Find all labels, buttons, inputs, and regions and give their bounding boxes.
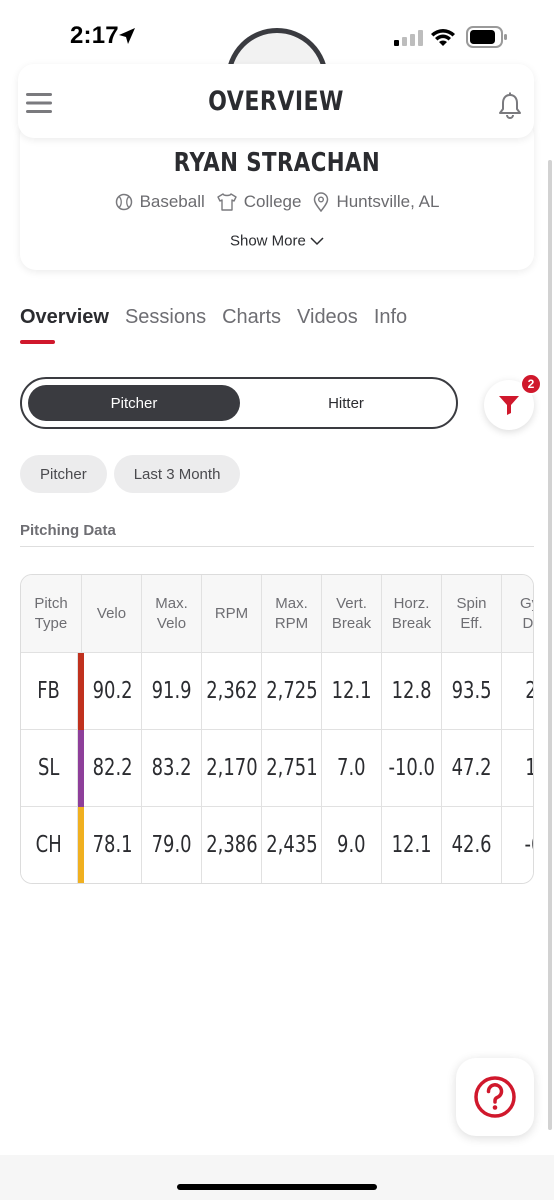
header-pitch-type: Pitch Type	[21, 575, 82, 653]
profile-card: RYAN STRACHAN Baseball College Huntsvill…	[20, 120, 534, 270]
header-spin-eff: Spin Eff.	[442, 575, 502, 653]
location-label: Huntsville, AL	[336, 192, 440, 211]
map-pin-icon	[314, 192, 329, 212]
max-rpm-cell: 2,725	[262, 653, 322, 730]
tab-overview[interactable]: Overview	[20, 306, 109, 328]
max-velo-cell: 79.0	[142, 807, 202, 883]
role-toggle: Pitcher Hitter	[20, 377, 458, 429]
filter-chip-role[interactable]: Pitcher	[20, 455, 107, 493]
pitch-color-bar	[78, 730, 84, 807]
pitch-type-cell: CH	[21, 807, 78, 883]
velo-cell: 90.2	[84, 653, 142, 730]
location-arrow-icon	[119, 28, 135, 44]
baseball-icon	[115, 193, 132, 211]
bottom-bar	[0, 1155, 554, 1200]
max-rpm-cell: 2,751	[262, 730, 322, 807]
status-time: 2:17	[70, 22, 119, 49]
help-button[interactable]	[456, 1058, 534, 1136]
jersey-icon	[217, 193, 237, 211]
pitch-color-bar	[78, 653, 84, 730]
velo-cell: 78.1	[84, 807, 142, 883]
header-max-velo: Max. Velo	[142, 575, 202, 653]
filter-chip-period[interactable]: Last 3 Month	[113, 455, 241, 493]
table-row: SL 82.2 83.2 2,170 2,751 7.0 -10.0 47.2 …	[21, 730, 533, 807]
tab-info[interactable]: Info	[373, 306, 408, 328]
tab-sessions[interactable]: Sessions	[124, 306, 207, 328]
section-title: Pitching Data	[20, 522, 116, 539]
level-label: College	[243, 192, 302, 211]
pitcher-toggle-button[interactable]: Pitcher	[28, 385, 240, 421]
table-row: FB 90.2 91.9 2,362 2,725 12.1 12.8 93.5 …	[21, 653, 533, 730]
cellular-signal-icon	[394, 30, 423, 46]
spin-eff-cell: 42.6	[442, 807, 502, 883]
header-velo: Velo	[82, 575, 142, 653]
header-max-rpm: Max. RPM	[262, 575, 322, 653]
status-bar: 2:17	[0, 0, 554, 70]
rpm-cell: 2,170	[202, 730, 262, 807]
velo-cell: 82.2	[84, 730, 142, 807]
active-filters: Pitcher Last 3 Month	[20, 455, 241, 493]
filter-icon	[499, 396, 519, 415]
chevron-down-icon	[310, 237, 324, 246]
header-vert-break: Vert. Break	[322, 575, 382, 653]
hamburger-menu-icon[interactable]	[26, 92, 52, 114]
gyro-deg-cell: 14	[502, 730, 533, 807]
tab-charts[interactable]: Charts	[222, 306, 282, 328]
question-mark-icon	[474, 1076, 516, 1118]
bell-icon[interactable]	[498, 92, 522, 120]
sport-label: Baseball	[139, 192, 205, 211]
profile-meta: Baseball College Huntsville, AL	[20, 192, 534, 212]
gyro-deg-cell: -6	[502, 807, 533, 883]
pitch-type-cell: SL	[21, 730, 78, 807]
pitching-data-table[interactable]: Pitch Type Velo Max. Velo RPM Max. RPM V…	[20, 574, 534, 884]
home-indicator[interactable]	[177, 1184, 377, 1190]
table-header-row: Pitch Type Velo Max. Velo RPM Max. RPM V…	[21, 575, 533, 653]
table-row: CH 78.1 79.0 2,386 2,435 9.0 12.1 42.6 -…	[21, 807, 533, 883]
battery-icon	[466, 26, 507, 48]
horz-break-cell: -10.0	[382, 730, 442, 807]
player-name: RYAN STRACHAN	[173, 148, 381, 178]
header-bar: OVERVIEW	[18, 64, 534, 138]
vert-break-cell: 9.0	[322, 807, 382, 883]
max-rpm-cell: 2,435	[262, 807, 322, 883]
sport-item: Baseball	[115, 192, 205, 212]
max-velo-cell: 91.9	[142, 653, 202, 730]
pitch-color-bar	[78, 807, 84, 883]
max-velo-cell: 83.2	[142, 730, 202, 807]
gyro-deg-cell: 20	[502, 653, 533, 730]
section-divider	[20, 546, 534, 547]
horz-break-cell: 12.8	[382, 653, 442, 730]
scrollbar-thumb[interactable]	[548, 160, 552, 1130]
filter-count-badge: 2	[520, 373, 542, 395]
rpm-cell: 2,362	[202, 653, 262, 730]
vert-break-cell: 7.0	[322, 730, 382, 807]
tab-videos[interactable]: Videos	[297, 306, 358, 328]
header-gyro-deg: Gyro Deg	[502, 575, 533, 653]
spin-eff-cell: 93.5	[442, 653, 502, 730]
wifi-icon	[431, 29, 455, 46]
active-tab-indicator	[20, 340, 55, 344]
page-title: OVERVIEW	[208, 86, 344, 117]
tab-bar: Overview Sessions Charts Videos Info	[20, 306, 407, 339]
header-rpm: RPM	[202, 575, 262, 653]
show-more-button[interactable]: Show More	[20, 232, 534, 250]
hitter-toggle-button[interactable]: Hitter	[328, 394, 364, 412]
pitch-type-cell: FB	[21, 653, 78, 730]
rpm-cell: 2,386	[202, 807, 262, 883]
level-item: College	[217, 192, 302, 212]
spin-eff-cell: 47.2	[442, 730, 502, 807]
vert-break-cell: 12.1	[322, 653, 382, 730]
show-more-label: Show More	[229, 232, 306, 250]
header-horz-break: Horz. Break	[382, 575, 442, 653]
horz-break-cell: 12.1	[382, 807, 442, 883]
location-item: Huntsville, AL	[313, 192, 439, 212]
